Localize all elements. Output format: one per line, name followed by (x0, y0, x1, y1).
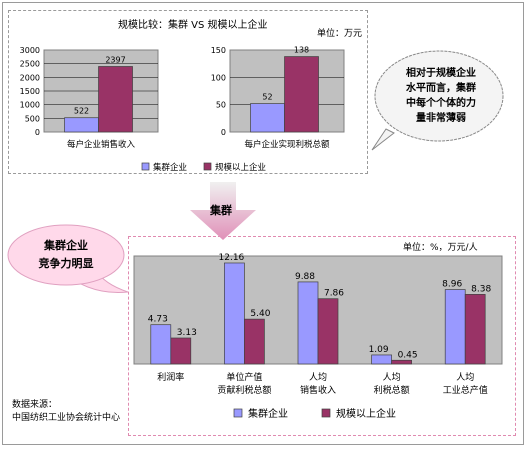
y-tick-label-0-2: 2000 (20, 73, 40, 82)
legend-label-cluster-bottom: 集群企业 (248, 407, 288, 420)
legend-swatch-cluster-bottom (233, 408, 243, 418)
legend-swatch-above-scale-top (203, 162, 212, 171)
callout-left-bubble (7, 224, 125, 286)
bottom-panel (128, 236, 516, 436)
down-arrow (190, 182, 256, 240)
x-category-label-main-0-0: 利润率 (157, 371, 184, 383)
x-category-label-main-4-1: 工业总产值 (443, 384, 488, 396)
data-source-label: 数据来源： (12, 400, 58, 410)
legend-label-above-scale-top: 规模以上企业 (215, 162, 266, 173)
legend-swatch-above-scale-bottom (321, 408, 331, 418)
top-panel-unit: 单位：万元 (317, 29, 363, 39)
arrow-label: 集群 (209, 203, 232, 217)
y-tick-label-0-0: 3000 (20, 46, 40, 55)
bar-main-2-above-scale (317, 298, 339, 365)
y-tick-label-0-4: 1000 (20, 101, 40, 110)
bar-0-above-scale (98, 66, 133, 133)
x-category-label-1: 每户企业实现利税总额 (244, 139, 330, 150)
y-tick-label-1-1: 100 (211, 73, 226, 82)
bar-main-1-cluster (224, 262, 245, 365)
x-category-label-main-1-0: 单位产值 (226, 371, 262, 383)
y-tick-label-1-0: 150 (211, 46, 226, 55)
bar-main-2-cluster (297, 281, 319, 365)
callout-right-bubble (374, 50, 504, 142)
legend-swatch-cluster-top (141, 162, 150, 171)
callout-left-line-0: 集群企业 (43, 238, 88, 252)
y-tick-label-0-6: 0 (35, 128, 40, 137)
x-category-label-main-3-0: 人均 (383, 371, 401, 383)
x-category-label-0: 每户企业销售收入 (67, 139, 136, 150)
top-panel (8, 10, 368, 174)
x-category-label-main-1-1: 贡献利税总额 (217, 384, 271, 396)
callout-right-line-3: 量非常薄弱 (416, 111, 466, 124)
data-label-main-0-3: 1.09 (369, 345, 389, 355)
bar-1-cluster (250, 103, 285, 133)
top-panel-title: 规模比较：集群 VS 规模以上企业 (118, 20, 268, 31)
data-label-1-0: 52 (262, 93, 272, 102)
data-label-main-0-2: 9.88 (295, 272, 315, 282)
data-label-main-0-0: 4.73 (148, 315, 168, 325)
bar-main-4-above-scale (464, 294, 486, 365)
callout-right-line-2: 中每个个体的力 (406, 96, 476, 109)
data-label-main-1-1: 5.40 (250, 309, 270, 319)
legend-label-cluster-top: 集群企业 (153, 162, 187, 173)
x-category-label-main-2-1: 销售收入 (300, 384, 336, 396)
x-category-label-main-4-0: 人均 (456, 371, 474, 383)
bar-main-1-above-scale (244, 318, 265, 365)
data-label-1-1: 138 (294, 46, 309, 55)
data-label-main-0-1: 12.16 (219, 253, 245, 263)
data-label-main-1-3: 0.45 (398, 350, 418, 360)
y-tick-label-1-2: 50 (216, 101, 226, 110)
x-category-label-main-2-0: 人均 (309, 371, 327, 383)
legend-label-above-scale-bottom: 规模以上企业 (336, 407, 396, 420)
callout-right-tail (371, 128, 395, 151)
data-label-main-0-4: 8.96 (442, 280, 462, 290)
data-label-main-1-2: 7.86 (324, 289, 344, 299)
bar-1-above-scale (284, 56, 319, 133)
callout-right-line-1: 水平而言，集群 (405, 81, 476, 94)
bar-main-3-cluster (371, 354, 392, 365)
data-source-org: 中国纺织工业协会统计中心 (12, 413, 121, 423)
bar-main-3-above-scale (391, 359, 412, 365)
bottom-panel-unit: 单位：%，万元/人 (403, 243, 478, 253)
data-label-0-0: 522 (74, 107, 89, 116)
data-source: 数据来源： 中国纺织工业协会统计中心 (12, 399, 120, 425)
bar-main-4-cluster (444, 289, 466, 365)
callout-left-line-1: 竞争力明显 (39, 256, 94, 270)
bar-main-0-cluster (150, 324, 172, 365)
bar-main-0-above-scale (170, 337, 192, 365)
x-category-label-main-3-1: 利税总额 (374, 384, 410, 396)
y-tick-label-1-3: 0 (221, 128, 226, 137)
y-tick-label-0-1: 2500 (20, 60, 40, 69)
data-label-main-1-4: 8.38 (471, 284, 491, 294)
bar-0-cluster (64, 117, 99, 133)
data-label-main-1-0: 3.13 (177, 328, 197, 338)
callout-right-line-0: 相对于规模企业 (406, 66, 476, 79)
y-tick-label-0-3: 1500 (20, 87, 40, 96)
outer-frame (2, 2, 524, 445)
y-tick-label-0-5: 500 (25, 114, 40, 123)
data-label-0-1: 2397 (105, 55, 125, 64)
